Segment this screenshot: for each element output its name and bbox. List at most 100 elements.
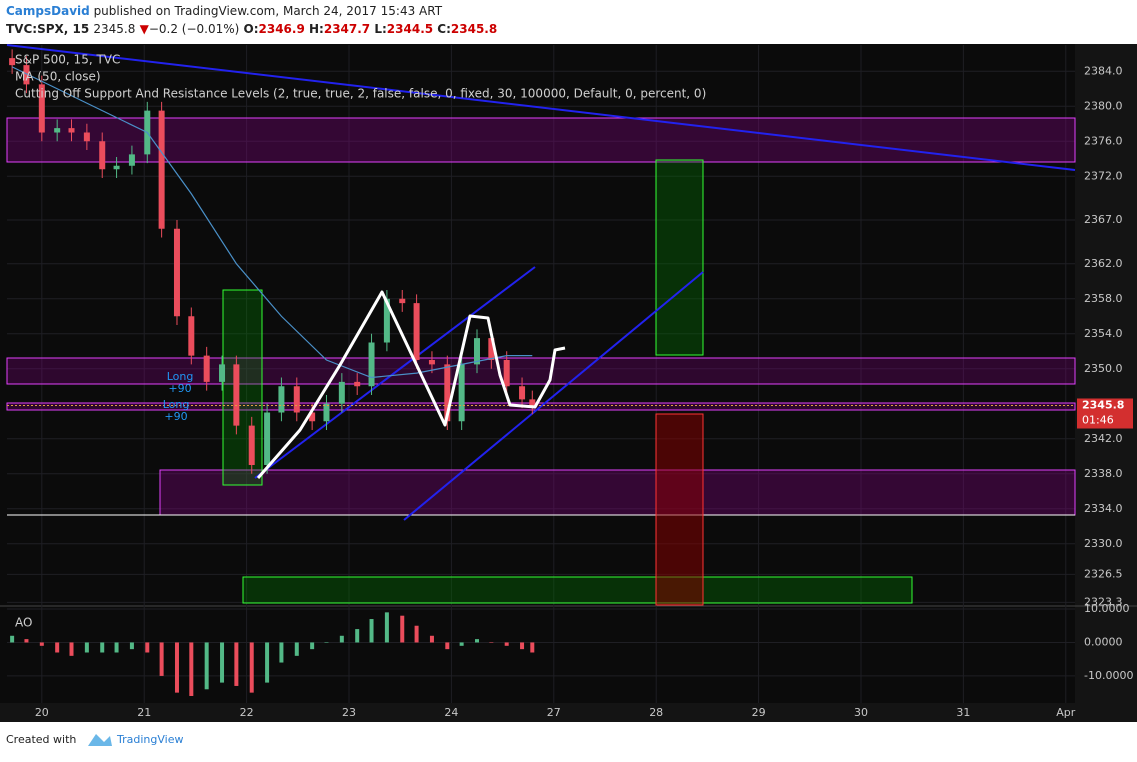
trendline — [254, 266, 536, 479]
candle-body — [293, 386, 300, 413]
brand[interactable]: TradingView — [116, 733, 183, 746]
ao-bar — [100, 642, 105, 653]
signal-label: Long — [167, 370, 194, 383]
y-tick-label: 2350.0 — [1084, 362, 1123, 375]
x-tick-label: 20 — [35, 706, 49, 719]
ao-bar — [220, 642, 225, 683]
candle-body — [113, 165, 120, 170]
ma-line — [11, 66, 533, 379]
ao-bar — [39, 642, 44, 646]
candle-body — [9, 58, 16, 66]
ao-bar — [84, 642, 89, 653]
legend-ao: AO — [15, 616, 32, 630]
x-tick-label: 27 — [547, 706, 561, 719]
y-tick-label: 2326.5 — [1084, 567, 1123, 580]
candle-body — [38, 84, 45, 133]
ohlc-label: C: — [437, 22, 451, 36]
signals: Long +90 Long +90 — [163, 370, 194, 423]
ao-bar — [204, 642, 209, 690]
author[interactable]: CampsDavid — [6, 4, 90, 18]
trendline — [6, 44, 1076, 171]
candle-body — [54, 128, 61, 133]
candle-body — [444, 364, 451, 422]
signal-value: +90 — [168, 382, 191, 395]
ao-bar — [24, 639, 29, 643]
ao-bar — [414, 625, 419, 643]
ao-bar — [114, 642, 119, 653]
ao-bar — [159, 642, 164, 676]
ao-bar — [249, 642, 254, 693]
ao-bar — [520, 642, 525, 650]
candle-body — [383, 298, 390, 343]
ao-bar — [189, 642, 194, 696]
signal-label: Long — [163, 398, 190, 411]
legend-series: S&P 500, 15, TVC — [15, 53, 120, 67]
ao-bar — [400, 615, 405, 643]
ao-bar — [234, 642, 239, 686]
y-tick-label: 2323.3 — [1084, 595, 1123, 608]
ao-bar — [55, 642, 60, 653]
last: 2345.8 — [93, 22, 135, 36]
created-with: Created with — [6, 733, 76, 746]
price-tag — [1077, 398, 1133, 429]
ao-bar — [10, 635, 15, 643]
quote-line: TVC:SPX, 15 2345.8 ▼−0.2 (−0.01%) O:2346… — [6, 22, 497, 36]
ao-bar — [475, 639, 480, 643]
arrow: ▼ — [140, 22, 150, 36]
ohlc-value: 2346.9 — [259, 22, 305, 36]
x-tick-label: 21 — [137, 706, 151, 719]
candle-body — [338, 381, 345, 404]
target-box — [222, 289, 263, 486]
target-box — [655, 159, 704, 356]
zone — [6, 357, 1076, 385]
last-price-label: 2345.8 — [1082, 399, 1124, 412]
symbol: TVC:SPX, 15 — [6, 22, 89, 36]
candle-body — [233, 364, 240, 426]
candle-body — [83, 132, 90, 142]
ao-bar — [174, 642, 179, 693]
ohlc-value: 2347.7 — [324, 22, 370, 36]
zone — [6, 117, 1076, 163]
y-tick-label: 0.0000 — [1084, 635, 1123, 648]
ao-bar — [339, 635, 344, 643]
grid — [7, 45, 1075, 703]
candle-body — [173, 228, 180, 317]
candle-body — [23, 65, 30, 85]
y-tick-label: 2367.0 — [1084, 213, 1123, 226]
candle-body — [128, 154, 135, 166]
candle-body — [158, 110, 165, 229]
trendline — [403, 271, 704, 521]
candle-body — [529, 399, 536, 406]
candle-body — [354, 381, 361, 387]
y-tick-label: 2384.0 — [1084, 64, 1123, 77]
ohlc-label: H: — [309, 22, 324, 36]
candle-body — [428, 360, 435, 365]
countdown: 01:46 — [1082, 414, 1114, 427]
ao-bar — [279, 642, 284, 663]
plot — [7, 49, 1075, 696]
ao-bar — [530, 642, 535, 653]
candle-body — [519, 386, 526, 400]
change: −0.2 (−0.01%) — [149, 22, 240, 36]
stop-box — [655, 413, 704, 606]
ao-bar — [445, 642, 450, 650]
published: published on TradingView.com, March 24, … — [94, 4, 443, 18]
y-tick-label: 2354.0 — [1084, 327, 1123, 340]
time-axis-bg — [0, 703, 1137, 722]
header-line: CampsDavid published on TradingView.com,… — [6, 4, 443, 18]
candle-body — [413, 303, 420, 360]
y-tick-label: 2372.0 — [1084, 169, 1123, 182]
x-tick-label: 28 — [649, 706, 663, 719]
ao-bar — [69, 642, 74, 656]
y-tick-label: 2362.0 — [1084, 257, 1123, 270]
ohlc-label: O: — [244, 22, 259, 36]
y-tick-label: 2358.0 — [1084, 292, 1123, 305]
x-tick-label: 23 — [342, 706, 356, 719]
candle-body — [488, 338, 495, 360]
signal-value: +90 — [164, 410, 187, 423]
ao-bar — [369, 619, 374, 643]
y-tick-label: 2376.0 — [1084, 134, 1123, 147]
y-tick-label: 10.0000 — [1084, 602, 1130, 615]
candle-body — [323, 403, 330, 422]
